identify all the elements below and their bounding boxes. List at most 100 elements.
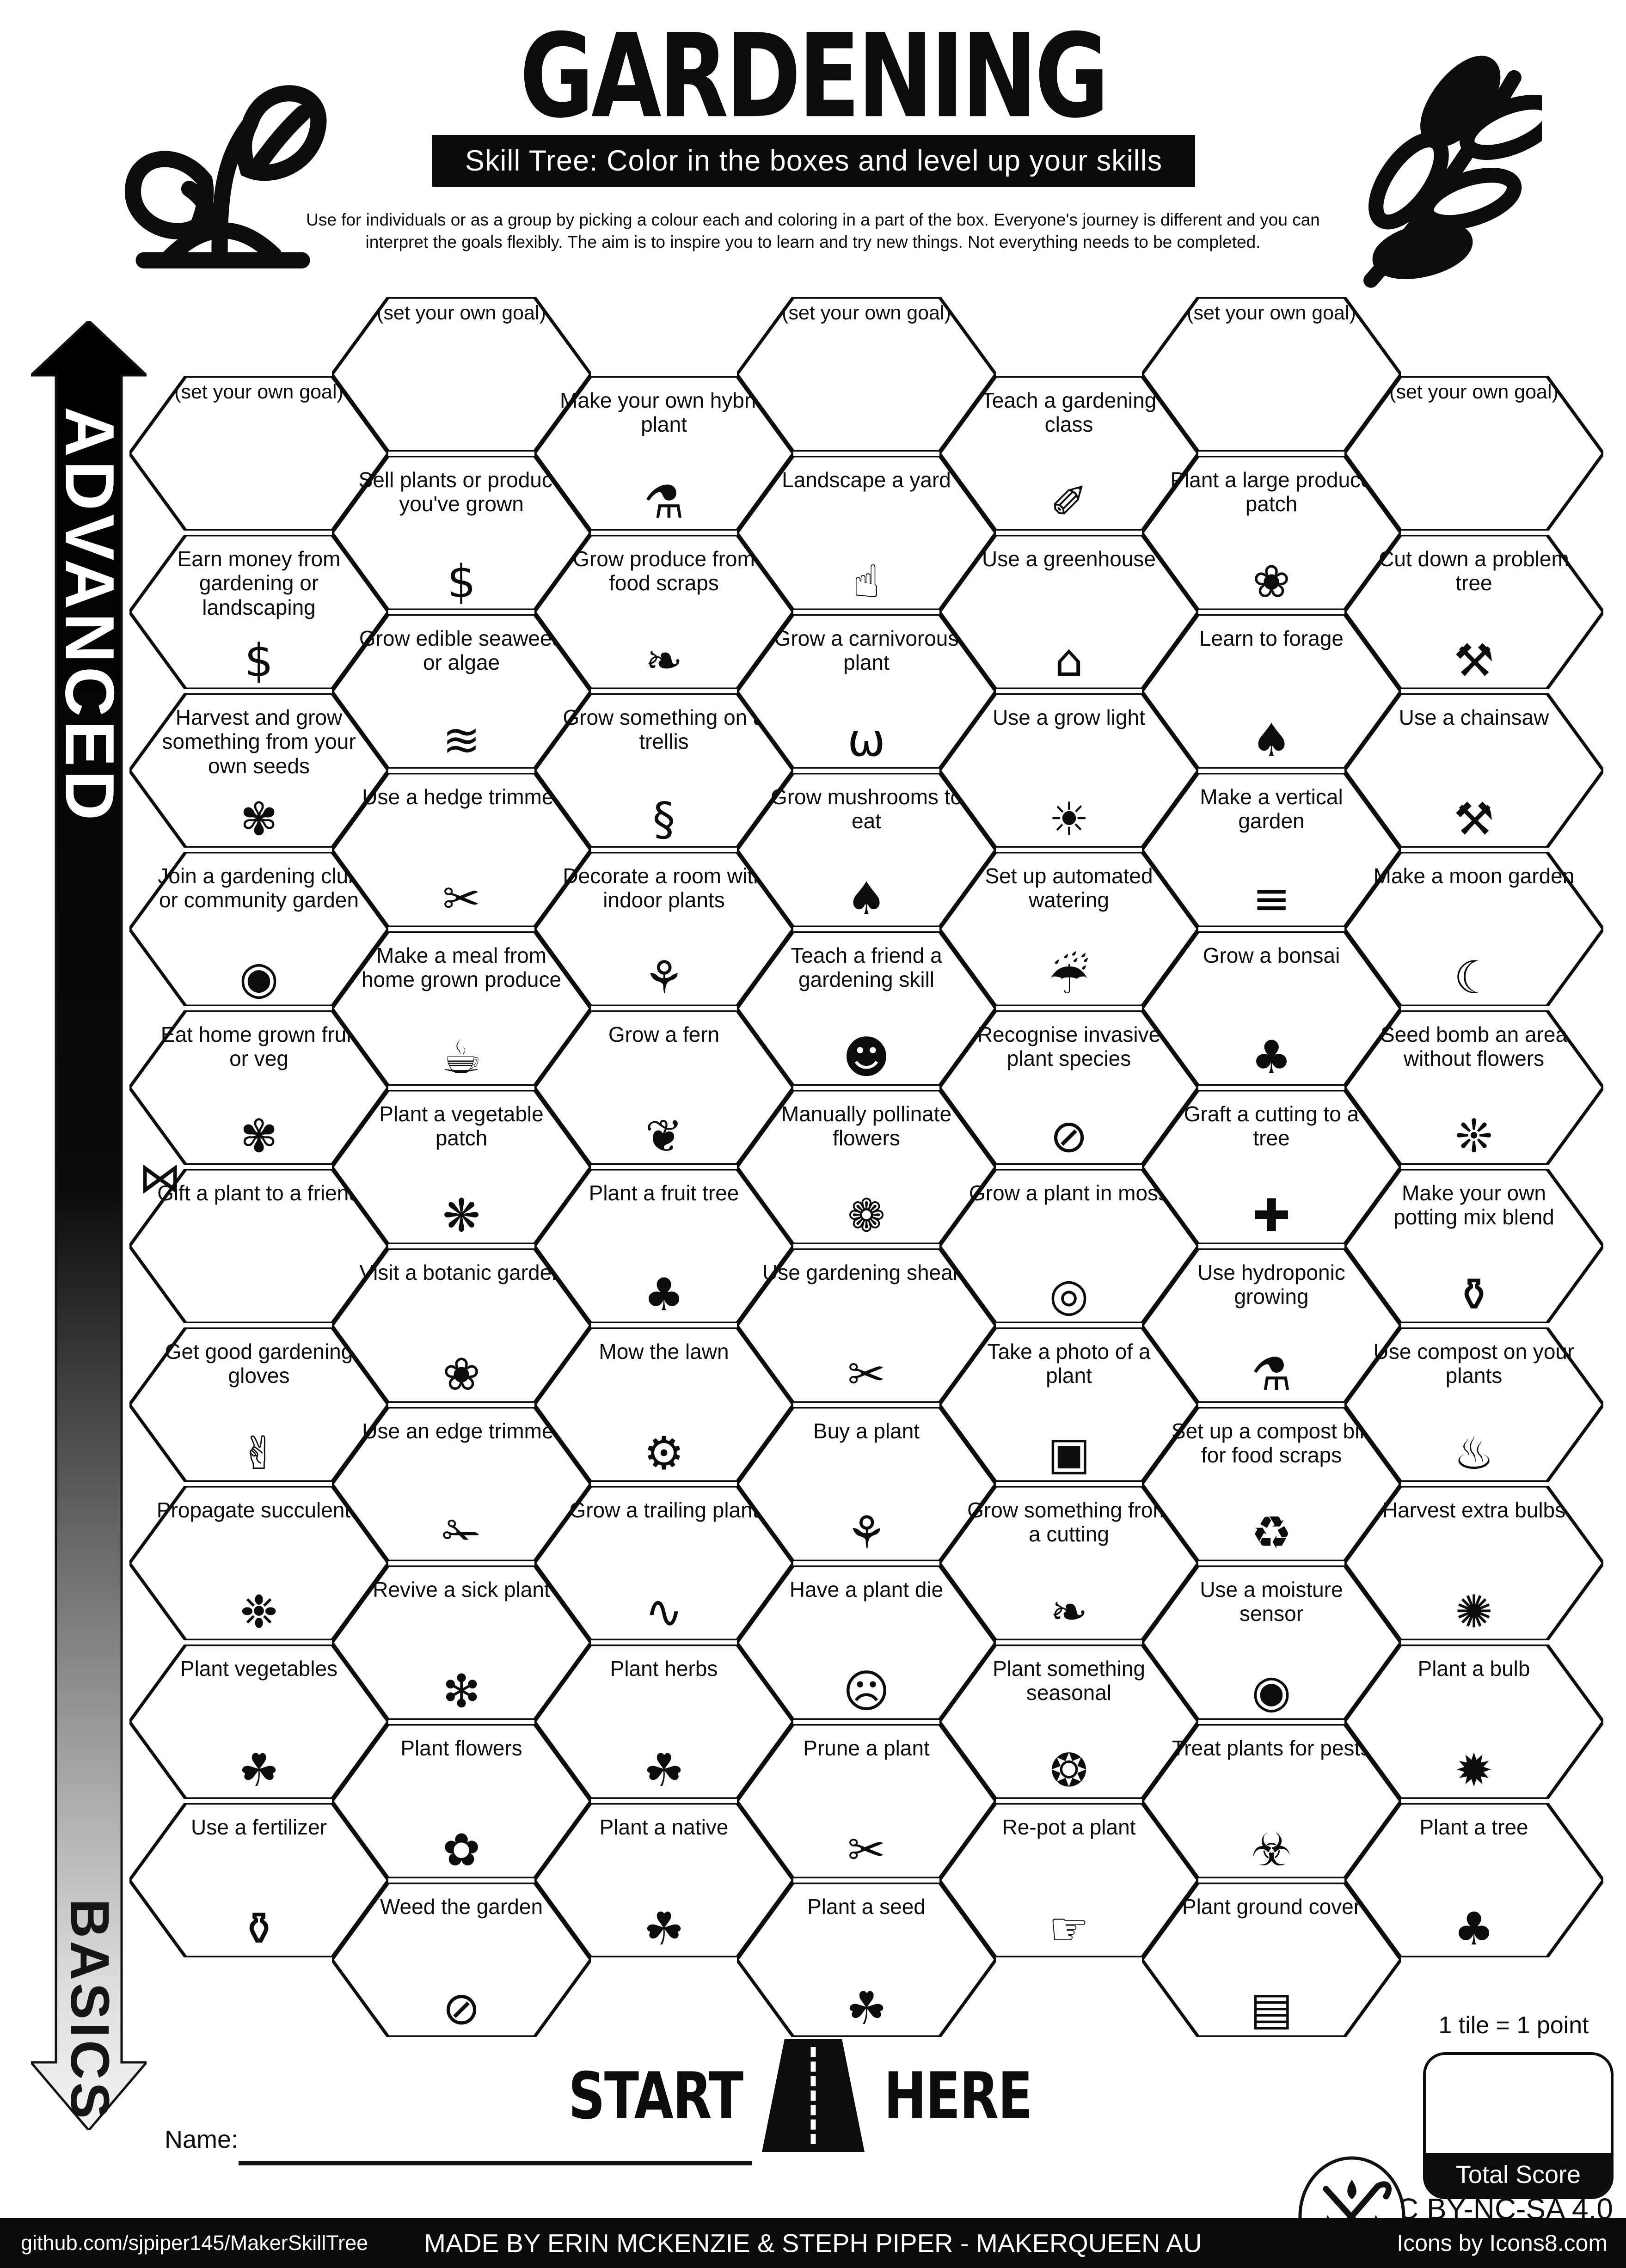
hex-set-your-own-goal[interactable]: (set your own goal) [1344,376,1603,531]
hex-label: Plant a bulb [1417,1657,1530,1681]
hex-make-your-own-potting-mix-blend[interactable]: Make your own potting mix blend ⚱ [1344,1169,1603,1323]
mushroom-icon: ♠ [846,873,887,925]
hex-set-your-own-goal[interactable]: (set your own goal) [737,297,996,452]
hex-learn-to-forage[interactable]: Learn to forage ♠ [1142,614,1401,769]
hex-sell-plants-or-produce-you-ve-grown[interactable]: Sell plants or produce you've grown $ [332,456,591,610]
hex-revive-a-sick-plant[interactable]: Revive a sick plant ❇ [332,1565,591,1720]
hex-plant-herbs[interactable]: Plant herbs ☘ [534,1644,793,1799]
name-input-line[interactable] [239,2161,752,2165]
hex-set-up-a-compost-bin-for-food-scraps[interactable]: Set up a compost bin for food scraps ♻ [1142,1407,1401,1561]
sparkle-plant-icon: ❇ [442,1665,481,1718]
hex-take-a-photo-of-a-plant[interactable]: Take a photo of a plant ▣ [939,1327,1198,1482]
hex-make-a-vertical-garden[interactable]: Make a vertical garden ≡ [1142,773,1401,927]
hex-use-a-grow-light[interactable]: Use a grow light ☀ [939,693,1198,848]
money-bag-icon: $ [447,556,476,608]
hex-set-your-own-goal[interactable]: (set your own goal) [1142,297,1401,452]
hex-label: (set your own goal) [1187,302,1356,324]
hex-grow-a-trailing-plant[interactable]: Grow a trailing plant ∿ [534,1486,793,1640]
hex-manually-pollinate-flowers[interactable]: Manually pollinate flowers ❁ [737,1090,996,1244]
hex-make-your-own-hybrid-plant[interactable]: Make your own hybrid plant ⚗ [534,376,793,531]
hex-grow-a-plant-in-moss[interactable]: Grow a plant in moss ◎ [939,1169,1198,1323]
page-title: GARDENING [519,9,1109,144]
hex-use-a-chainsaw[interactable]: Use a chainsaw ⚒ [1344,693,1603,848]
location-pin-icon: ◉ [239,952,279,1004]
hex-grow-produce-from-food-scraps[interactable]: Grow produce from food scraps ❧ [534,535,793,689]
hex-graft-a-cutting-to-a-tree[interactable]: Graft a cutting to a tree ✚ [1142,1090,1401,1244]
hex-buy-a-plant[interactable]: Buy a plant ⚘ [737,1407,996,1561]
money-bag-icon: $ [244,635,274,687]
hex-use-a-moisture-sensor[interactable]: Use a moisture sensor ◉ [1142,1565,1401,1720]
hex-propagate-succulents[interactable]: Propagate succulents ❉ [129,1486,388,1640]
hex-seed-bomb-an-area-without-flowers[interactable]: Seed bomb an area without flowers ❊ [1344,1010,1603,1165]
hex-plant-ground-cover[interactable]: Plant ground cover ▤ [1142,1883,1401,2037]
hex-set-your-own-goal[interactable]: (set your own goal) [129,376,388,531]
hex-label: Plant a seed [807,1895,926,1919]
hex-label: Learn to forage [1199,626,1344,650]
hex-make-a-moon-garden[interactable]: Make a moon garden ☾ [1344,852,1603,1006]
hex-grow-something-on-a-trellis[interactable]: Grow something on a trellis § [534,693,793,848]
hex-eat-home-grown-fruit-or-veg[interactable]: Eat home grown fruit or veg ✾ [129,1010,388,1165]
hex-plant-a-fruit-tree[interactable]: Plant a fruit tree ♣ [534,1169,793,1323]
hex-plant-a-large-produce-patch[interactable]: Plant a large produce patch ❀ [1142,456,1401,610]
hex-visit-a-botanic-garden[interactable]: Visit a botanic garden ❀ [332,1248,591,1403]
hex-cut-down-a-problem-tree[interactable]: Cut down a problem tree ⚒ [1344,535,1603,689]
hex-plant-a-tree[interactable]: Plant a tree ♣ [1344,1803,1603,1957]
fruit-tree-icon: ♣ [644,1269,684,1321]
hex-label: Harvest and grow something from your own… [162,705,356,778]
hex-grow-something-from-a-cutting[interactable]: Grow something from a cutting ❧ [939,1486,1198,1640]
hex-teach-a-friend-a-gardening-skill[interactable]: Teach a friend a gardening skill ☻ [737,931,996,1086]
hex-get-good-gardening-gloves[interactable]: Get good gardening gloves ✌ [129,1327,388,1482]
hex-landscape-a-yard[interactable]: Landscape a yard ☝ [737,456,996,610]
hex-grow-a-bonsai[interactable]: Grow a bonsai ♣ [1142,931,1401,1086]
hex-use-an-edge-trimmer[interactable]: Use an edge trimmer ✁ [332,1407,591,1561]
hex-join-a-gardening-club-or-community-garden[interactable]: Join a gardening club or community garde… [129,852,388,1006]
hex-plant-a-seed[interactable]: Plant a seed ☘ [737,1883,996,2037]
hex-mow-the-lawn[interactable]: Mow the lawn ⚙ [534,1327,793,1482]
hex-earn-money-from-gardening-or-landscaping[interactable]: Earn money from gardening or landscaping… [129,535,388,689]
hex-harvest-and-grow-something-from-your-own-seeds[interactable]: Harvest and grow something from your own… [129,693,388,848]
hex-grow-a-fern[interactable]: Grow a fern ❦ [534,1010,793,1165]
hex-label: Use a hedge trimmer [362,785,561,809]
hex-plant-a-vegetable-patch[interactable]: Plant a vegetable patch ❋ [332,1090,591,1244]
hex-grow-a-carnivorous-plant[interactable]: Grow a carnivorous plant ω [737,614,996,769]
hex-label: Weed the garden [380,1895,543,1919]
hex-use-gardening-shears[interactable]: Use gardening shears ✂ [737,1248,996,1403]
hex-plant-something-seasonal[interactable]: Plant something seasonal ❂ [939,1644,1198,1799]
hex-label: Revive a sick plant [373,1577,550,1602]
hex-recognise-invasive-plant-species[interactable]: Recognise invasive plant species ⊘ [939,1010,1198,1165]
two-people-icon: ☻ [842,1031,890,1084]
pumpkin-icon: ❂ [1049,1744,1088,1797]
total-score-box[interactable]: Total Score [1423,2052,1614,2199]
hex-have-a-plant-die[interactable]: Have a plant die ☹ [737,1565,996,1720]
edge-trimmer-icon: ✁ [442,1507,481,1559]
hex-grow-mushrooms-to-eat[interactable]: Grow mushrooms to eat ♠ [737,773,996,927]
hex-plant-vegetables[interactable]: Plant vegetables ☘ [129,1644,388,1799]
hex-set-up-automated-watering[interactable]: Set up automated watering ☔ [939,852,1198,1006]
hex-use-a-greenhouse[interactable]: Use a greenhouse ⌂ [939,535,1198,689]
hex-gift-a-plant-to-a-friend[interactable]: Gift a plant to a friend ⋈ [129,1157,388,1323]
hex-plant-flowers[interactable]: Plant flowers ✿ [332,1724,591,1878]
secateurs-icon: ✂ [847,1824,886,1877]
hex-label: Take a photo of a plant [987,1339,1151,1388]
hex-re-pot-a-plant[interactable]: Re-pot a plant ☞ [939,1803,1198,1957]
hex-make-a-meal-from-home-grown-produce[interactable]: Make a meal from home grown produce ☕ [332,931,591,1086]
sprout-icon [125,85,327,269]
hex-grow-edible-seaweed-or-algae[interactable]: Grow edible seaweed or algae ≋ [332,614,591,769]
hex-use-a-fertilizer[interactable]: Use a fertilizer ⚱ [129,1803,388,1957]
hex-label: Eat home grown fruit or veg [160,1022,357,1071]
hex-plant-a-native[interactable]: Plant a native ☘ [534,1803,793,1957]
hex-use-a-hedge-trimmer[interactable]: Use a hedge trimmer ✂ [332,773,591,927]
hex-weed-the-garden[interactable]: Weed the garden ⊘ [332,1883,591,2037]
hex-harvest-extra-bulbs[interactable]: Harvest extra bulbs ✺ [1344,1486,1603,1640]
hex-teach-a-gardening-class[interactable]: Teach a gardening class ✐ [939,376,1198,531]
hex-use-compost-on-your-plants[interactable]: Use compost on your plants ♨ [1344,1327,1603,1482]
hex-decorate-a-room-with-indoor-plants[interactable]: Decorate a room with indoor plants ⚘ [534,852,793,1006]
hex-treat-plants-for-pests[interactable]: Treat plants for pests ☣ [1142,1724,1401,1878]
hex-set-your-own-goal[interactable]: (set your own goal) [332,297,591,452]
trellis-vine-icon: § [652,793,675,846]
hex-prune-a-plant[interactable]: Prune a plant ✂ [737,1724,996,1878]
hex-use-hydroponic-growing[interactable]: Use hydroponic growing ⚗ [1142,1248,1401,1403]
seed-pot-icon: ✾ [239,793,278,846]
hex-label: (set your own goal) [1389,381,1559,403]
hex-plant-a-bulb[interactable]: Plant a bulb ✹ [1344,1644,1603,1799]
